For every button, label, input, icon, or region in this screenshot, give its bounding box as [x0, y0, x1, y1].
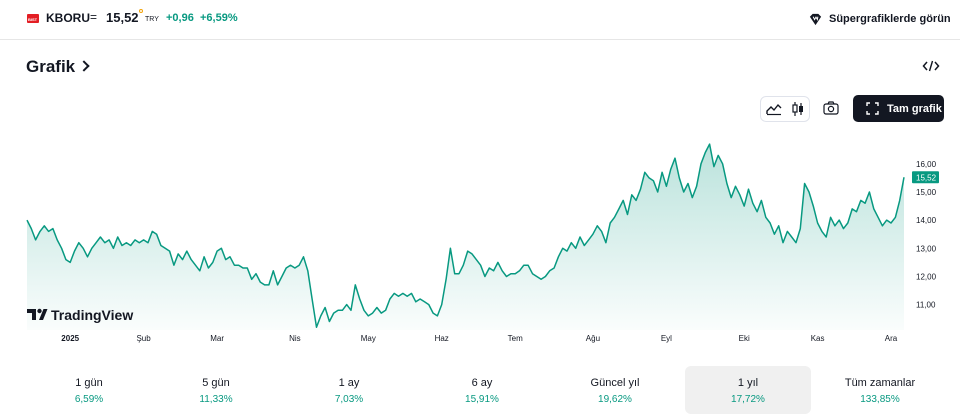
x-axis-tick-label: Ara	[885, 334, 898, 343]
chevron-right-icon[interactable]	[78, 60, 90, 72]
open-in-supercharts-button[interactable]: Süpergrafiklerde görün	[808, 9, 951, 29]
chart-section-title[interactable]: Grafik	[26, 57, 76, 76]
period-change-value: 15,91%	[465, 394, 499, 405]
period-change-value: 133,85%	[860, 394, 900, 405]
period-change-value: 19,62%	[598, 394, 632, 405]
x-axis-tick-label: 2025	[61, 334, 79, 343]
period-change-value: 11,33%	[199, 394, 233, 405]
period-label: 6 ay	[471, 377, 493, 389]
market-status-dot-icon	[139, 9, 143, 13]
exchange-badge-text: BIST	[28, 17, 38, 22]
fullscreen-icon	[866, 102, 879, 115]
candles-style-button[interactable]	[787, 99, 809, 119]
period-button[interactable]: 5 gün 11,33%	[153, 366, 279, 414]
y-axis-tick-label: 11,00	[916, 301, 936, 310]
period-label: Güncel yıl	[590, 377, 640, 389]
full-chart-label: Tam grafik	[887, 102, 942, 115]
supercharts-label: Süpergrafiklerde görün	[829, 13, 951, 25]
price-change-percent: +6,59%	[200, 12, 238, 24]
tradingview-wordmark: TradingView	[51, 307, 133, 323]
x-axis-tick-label: Eyl	[661, 334, 672, 343]
period-button[interactable]: Güncel yıl 19,62%	[552, 366, 678, 414]
x-axis-tick-label: Haz	[435, 334, 449, 343]
period-label: 1 yıl	[737, 377, 759, 389]
price-area-fill	[27, 144, 904, 330]
period-button[interactable]: 1 gün 6,59%	[26, 366, 152, 414]
period-change-value: 7,03%	[334, 394, 364, 405]
last-price: 15,52	[106, 10, 139, 25]
camera-icon	[823, 101, 839, 115]
y-axis-tick-label: 16,00	[916, 160, 937, 169]
area-chart-icon	[766, 103, 782, 116]
performance-periods: 1 gün 6,59% 5 gün 11,33% 1 ay 7,03% 6 ay 15,91%…	[26, 366, 944, 414]
candles-icon	[792, 102, 803, 116]
period-button[interactable]: 1 ay 7,03%	[286, 366, 412, 414]
chart-style-toggle	[760, 96, 810, 122]
period-label: 5 gün	[202, 377, 230, 389]
snapshot-button[interactable]	[820, 97, 842, 119]
tradingview-logo: TradingView	[27, 307, 133, 323]
y-axis-tick-label: 12,00	[916, 273, 937, 282]
price-area-chart[interactable]: 11,00 12,00 13,00 14,00 15,00 16,00 2025 Şub Ma…	[0, 130, 960, 350]
tradingview-logo-mark-icon	[27, 309, 36, 320]
period-button[interactable]: 6 ay 15,91%	[419, 366, 545, 414]
price-change: +0,96	[166, 12, 194, 24]
period-change-value: 6,59%	[74, 394, 104, 405]
x-axis-tick-label: Nis	[289, 334, 301, 343]
full-chart-button[interactable]: Tam grafik	[853, 95, 944, 122]
y-axis-tick-label: 14,00	[916, 216, 937, 225]
y-axis-tick-label: 15,00	[916, 188, 937, 197]
period-label: 1 ay	[338, 377, 360, 389]
equals-sign: =	[90, 10, 98, 24]
y-axis-tick-label: 13,00	[916, 244, 937, 253]
currency-code: TRY	[145, 16, 159, 23]
period-label: 1 gün	[75, 377, 103, 389]
x-axis-tick-label: Mar	[210, 334, 224, 343]
period-button[interactable]: 1 yıl 17,72%	[685, 366, 811, 414]
x-axis-tick-label: Eki	[739, 334, 750, 343]
x-axis-tick-label: Ağu	[586, 334, 600, 343]
x-axis-tick-label: Şub	[136, 334, 151, 343]
x-axis-tick-label: Tem	[508, 334, 523, 343]
period-change-value: 17,72%	[731, 394, 765, 405]
price-line	[26, 143, 905, 328]
exchange-flag-icon: BIST	[27, 14, 39, 23]
x-axis-tick-label: May	[361, 334, 376, 343]
area-style-button[interactable]	[763, 99, 785, 119]
ticker-symbol[interactable]: KBORU	[46, 11, 90, 25]
period-button[interactable]: Tüm zamanlar 133,85%	[817, 366, 943, 414]
last-price-tag-label: 15,52	[916, 173, 937, 182]
x-axis-tick-label: Kas	[811, 334, 825, 343]
embed-code-icon[interactable]	[922, 59, 940, 73]
supercharts-icon	[809, 13, 822, 25]
symbol-header: BIST KBORU = 15,52 TRY +0,96 +6,59% Süpe…	[0, 0, 960, 40]
period-label: Tüm zamanlar	[844, 377, 916, 389]
last-price-tag	[912, 171, 939, 184]
